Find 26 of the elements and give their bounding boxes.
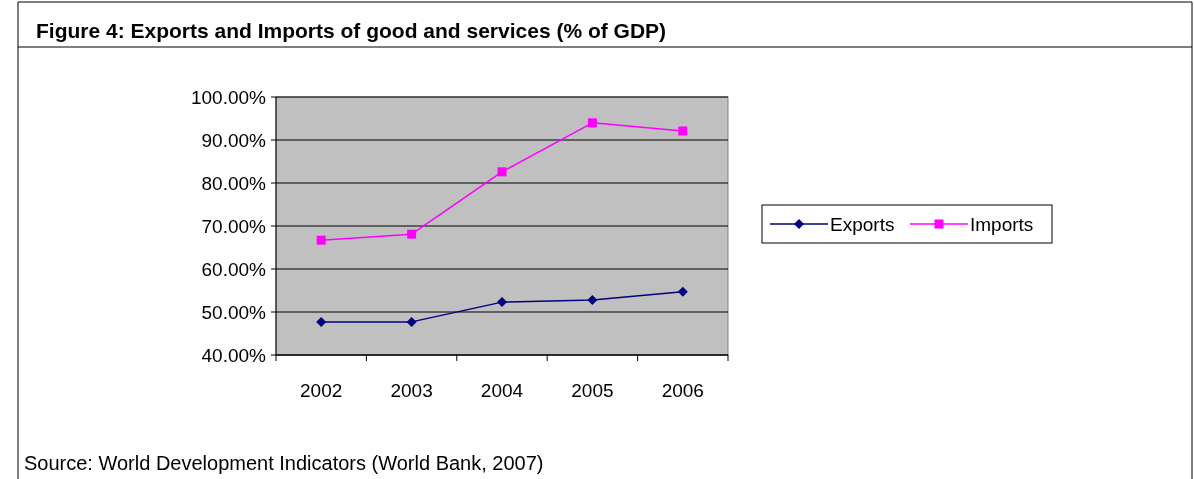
point bbox=[407, 229, 417, 239]
legend-label: Exports bbox=[830, 213, 895, 235]
y-tick-label: 70.00% bbox=[201, 215, 267, 237]
legend-label: Imports bbox=[970, 213, 1034, 235]
y-tick-label: 50.00% bbox=[201, 301, 267, 323]
source-note: Source: World Development Indicators (World Bank, 2007) bbox=[24, 452, 544, 474]
x-tick-label: 2002 bbox=[300, 380, 343, 401]
y-tick-label: 60.00% bbox=[201, 258, 267, 280]
x-tick-label: 2005 bbox=[571, 380, 614, 401]
x-tick-label: 2006 bbox=[661, 380, 704, 401]
point bbox=[497, 297, 507, 308]
point bbox=[406, 316, 417, 327]
x-tick-label: 2004 bbox=[480, 380, 524, 401]
x-tick-label: 2003 bbox=[390, 380, 433, 401]
y-tick-label: 100.00% bbox=[190, 86, 267, 108]
point bbox=[587, 294, 598, 305]
y-tick-label: 80.00% bbox=[201, 172, 267, 194]
point bbox=[677, 286, 688, 297]
point bbox=[316, 316, 327, 327]
point bbox=[587, 118, 597, 128]
chart-title: Figure 4: Exports and Imports of good and services (% of GDP) bbox=[36, 19, 667, 42]
y-tick-label: 90.00% bbox=[201, 129, 267, 151]
point bbox=[497, 167, 507, 177]
point bbox=[316, 235, 326, 245]
y-tick-label: 40.00% bbox=[201, 344, 267, 366]
point bbox=[678, 126, 688, 136]
